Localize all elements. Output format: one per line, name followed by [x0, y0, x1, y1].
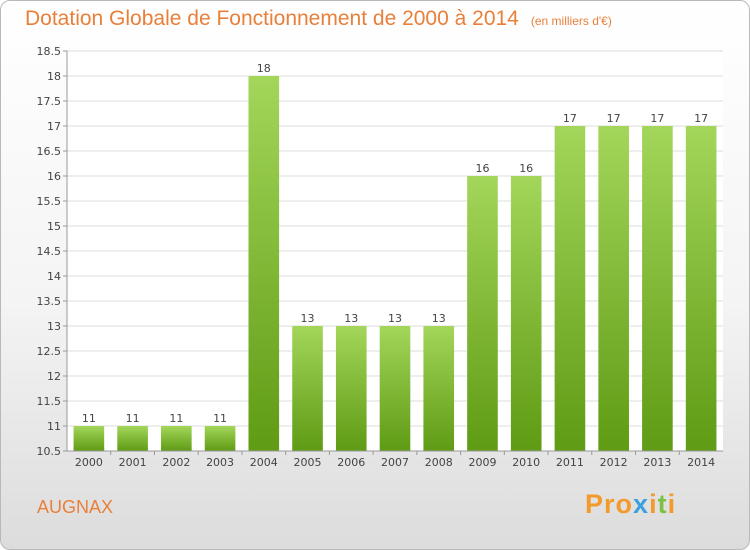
y-tick-label: 13	[47, 320, 61, 333]
y-tick-label: 17	[47, 120, 61, 133]
value-label-2003: 11	[213, 412, 227, 425]
value-label-2012: 17	[607, 112, 621, 125]
value-label-2007: 13	[388, 312, 402, 325]
x-tick-label-2004: 2004	[250, 456, 278, 469]
bar-2007	[379, 326, 411, 451]
x-tick-label-2001: 2001	[119, 456, 147, 469]
y-tick-label: 10.5	[37, 445, 62, 458]
x-tick-label-2007: 2007	[381, 456, 409, 469]
x-tick-label-2008: 2008	[425, 456, 453, 469]
bar-2002	[161, 426, 192, 451]
bar-2011	[554, 126, 586, 451]
bar-2004	[248, 76, 280, 451]
value-label-2010: 16	[519, 162, 533, 175]
value-label-2011: 17	[563, 112, 577, 125]
y-tick-label: 18.5	[37, 45, 62, 58]
x-tick-label-2011: 2011	[556, 456, 584, 469]
x-tick-label-2009: 2009	[468, 456, 496, 469]
bar-2000	[73, 426, 105, 451]
value-label-2005: 13	[301, 312, 315, 325]
y-tick-label: 15.5	[37, 195, 62, 208]
chart-title-text: Dotation Globale de Fonctionnement de 20…	[25, 7, 519, 30]
y-tick-label: 12	[47, 370, 61, 383]
bar-2005	[292, 326, 323, 451]
x-tick-label-2012: 2012	[600, 456, 628, 469]
bar-2012	[598, 126, 629, 451]
value-label-2013: 17	[650, 112, 664, 125]
x-tick-label-2010: 2010	[512, 456, 540, 469]
x-tick-label-2000: 2000	[75, 456, 103, 469]
x-tick-label-2014: 2014	[687, 456, 715, 469]
logo-letter: o	[615, 489, 634, 519]
x-axis-ticks: 2000 2001 2002 2003 2004 2005 2006 2007 2008 2009…	[75, 451, 715, 469]
y-tick-label: 16.5	[37, 145, 62, 158]
value-label-2009: 16	[475, 162, 489, 175]
y-tick-label: 13.5	[37, 295, 62, 308]
y-tick-label: 17.5	[37, 95, 62, 108]
logo-letter: r	[604, 489, 616, 519]
x-tick-label-2003: 2003	[206, 456, 234, 469]
x-tick-label-2005: 2005	[294, 456, 322, 469]
logo-letter: i	[667, 489, 677, 519]
y-tick-label: 14	[47, 270, 61, 283]
y-tick-label: 16	[47, 170, 61, 183]
y-axis-ticks: 10.5 11 11.5 12 12.5 13 13.5 14 14.5 15 15.5 16 16.5…	[37, 45, 67, 458]
logo-letter: P	[585, 489, 605, 519]
commune-name: AUGNAX	[37, 497, 114, 517]
y-tick-label: 14.5	[37, 245, 62, 258]
bar-2001	[117, 426, 148, 451]
y-tick-label: 12.5	[37, 345, 62, 358]
chart-unit: (en milliers d'€)	[530, 14, 612, 28]
x-tick-label-2013: 2013	[643, 456, 671, 469]
y-tick-label: 18	[47, 70, 61, 83]
bar-2010	[510, 176, 542, 451]
x-tick-label-2002: 2002	[162, 456, 190, 469]
value-label-2002: 11	[169, 412, 183, 425]
value-label-2014: 17	[694, 112, 708, 125]
bar-2006	[335, 326, 367, 451]
value-label-2000: 11	[82, 412, 96, 425]
logo-letter: i	[649, 489, 658, 519]
value-label-2006: 13	[344, 312, 358, 325]
x-tick-label-2006: 2006	[337, 456, 365, 469]
y-tick-label: 11	[47, 420, 61, 433]
bars	[73, 76, 717, 451]
bar-2008	[423, 326, 455, 451]
value-label-2008: 13	[432, 312, 446, 325]
y-tick-label: 11.5	[37, 395, 62, 408]
chart-title: Dotation Globale de Fonctionnement de 20…	[25, 7, 612, 31]
value-label-2001: 11	[126, 412, 140, 425]
value-label-2004: 18	[257, 62, 271, 75]
proxiti-logo: Proxiti	[585, 489, 676, 520]
logo-letter: x	[633, 489, 650, 519]
value-labels: 11 11 11 11 18 13 13 13 13 16 16 17 17 17 17	[82, 62, 708, 425]
logo-letter: t	[657, 489, 668, 519]
bar-2014	[685, 126, 717, 451]
bar-2003	[204, 426, 236, 451]
bar-2009	[467, 176, 498, 451]
bar-2013	[642, 126, 673, 451]
y-tick-label: 15	[47, 220, 61, 233]
